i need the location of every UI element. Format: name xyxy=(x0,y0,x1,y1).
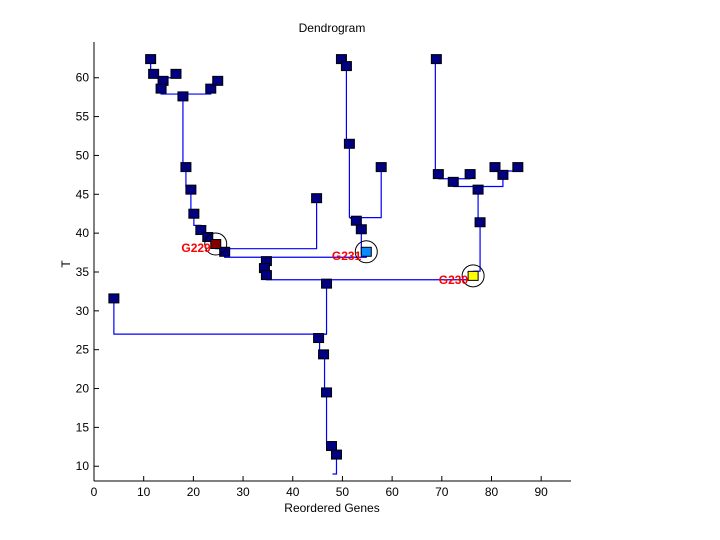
y-tick-label: 30 xyxy=(76,304,90,318)
node-31[interactable] xyxy=(430,54,442,65)
highlight-circle-G231 xyxy=(354,240,378,264)
link-10 xyxy=(215,198,318,250)
x-axis-label: Reordered Genes xyxy=(284,501,379,515)
x-tick-label: 0 xyxy=(91,485,98,499)
node-21[interactable] xyxy=(318,349,330,360)
highlighted-node-G229[interactable] xyxy=(210,239,222,250)
node-9[interactable] xyxy=(185,184,197,195)
y-tick-label: 15 xyxy=(76,420,90,434)
annotation-G229: G229 xyxy=(181,241,211,255)
link-27 xyxy=(113,283,328,335)
links-layer xyxy=(113,59,519,475)
node-38[interactable] xyxy=(472,184,484,195)
node-2[interactable] xyxy=(170,68,182,79)
chart-title: Dendrogram xyxy=(299,21,366,35)
x-tick-label: 10 xyxy=(137,485,151,499)
x-tick-label: 30 xyxy=(236,485,250,499)
node-28[interactable] xyxy=(375,162,387,173)
y-tick-label: 20 xyxy=(76,382,90,396)
node-22[interactable] xyxy=(321,387,333,398)
y-tick-label: 40 xyxy=(76,226,90,240)
node-7[interactable] xyxy=(212,75,224,86)
highlight-circle-G229 xyxy=(204,232,228,256)
node-4[interactable] xyxy=(155,83,167,94)
x-tick-label: 70 xyxy=(435,485,449,499)
node-35[interactable] xyxy=(489,162,501,173)
y-tick-label: 45 xyxy=(76,187,90,201)
y-axis-label: T xyxy=(59,260,73,268)
y-tick-label: 60 xyxy=(76,71,90,85)
node-18[interactable] xyxy=(321,278,333,289)
node-10[interactable] xyxy=(188,208,200,219)
y-tick-label: 55 xyxy=(76,110,90,124)
link-25 xyxy=(434,59,439,175)
annotation-G231: G231 xyxy=(332,249,362,263)
node-8[interactable] xyxy=(180,162,192,173)
y-tick-label: 50 xyxy=(76,148,90,162)
y-tick-label: 10 xyxy=(76,459,90,473)
node-27[interactable] xyxy=(343,138,355,149)
highlight-circle-G230 xyxy=(461,264,485,288)
nodes-layer: G229 G231 G230 xyxy=(108,54,524,460)
node-33[interactable] xyxy=(464,169,476,180)
node-0[interactable] xyxy=(145,54,157,65)
node-39[interactable] xyxy=(474,217,486,228)
y-tick-label: 25 xyxy=(76,343,90,357)
x-tick-label: 90 xyxy=(535,485,549,499)
link-21 xyxy=(473,222,481,272)
node-26[interactable] xyxy=(340,61,352,72)
highlighted-node-G230[interactable] xyxy=(467,270,479,281)
node-6[interactable] xyxy=(205,83,217,94)
node-30[interactable] xyxy=(355,224,367,235)
highlighted-node-G231[interactable] xyxy=(360,246,372,257)
node-13[interactable] xyxy=(219,246,231,257)
node-11[interactable] xyxy=(195,225,207,236)
node-24[interactable] xyxy=(330,449,342,460)
axes: 0 10 20 30 40 50 60 70 80 90101520253035404550556… xyxy=(76,42,571,499)
node-5[interactable] xyxy=(177,91,189,102)
node-14[interactable] xyxy=(311,193,323,204)
node-23[interactable] xyxy=(326,441,338,452)
link-30 xyxy=(323,354,327,394)
link-16 xyxy=(345,66,350,145)
node-29[interactable] xyxy=(350,215,362,226)
node-36[interactable] xyxy=(512,162,524,173)
x-tick-label: 20 xyxy=(187,485,201,499)
link-4 xyxy=(182,96,186,168)
node-1[interactable] xyxy=(148,68,160,79)
node-37[interactable] xyxy=(497,169,509,180)
node-17[interactable] xyxy=(260,270,272,281)
x-tick-label: 50 xyxy=(336,485,350,499)
link-31 xyxy=(325,392,333,447)
node-34[interactable] xyxy=(447,176,459,187)
x-tick-label: 80 xyxy=(485,485,499,499)
y-tick-label: 35 xyxy=(76,265,90,279)
x-tick-label: 60 xyxy=(385,485,399,499)
annotation-G230: G230 xyxy=(439,273,469,287)
node-20[interactable] xyxy=(313,333,325,344)
x-tick-label: 40 xyxy=(286,485,300,499)
link-14 xyxy=(349,167,382,222)
node-32[interactable] xyxy=(432,169,444,180)
node-19[interactable] xyxy=(108,293,120,304)
link-33 xyxy=(332,454,338,475)
